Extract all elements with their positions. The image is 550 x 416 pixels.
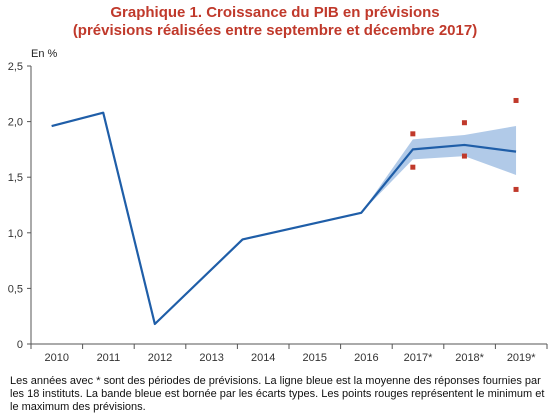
- x-tick-label: 2018*: [455, 352, 484, 364]
- mean-forecast-line: [51, 111, 517, 326]
- x-tick-label: 2010: [45, 352, 69, 364]
- x-tick-label: 2015: [303, 352, 327, 364]
- x-tick-label: 2016: [354, 352, 378, 364]
- y-tick-label: 0: [17, 339, 23, 351]
- y-tick-label: 2,0: [8, 117, 23, 129]
- min-max-point: [513, 97, 519, 103]
- x-tick-label: 2017*: [404, 352, 433, 364]
- x-tick-label: 2014: [251, 352, 275, 364]
- chart-title-line2: (prévisions réalisées entre septembre et…: [72, 22, 478, 39]
- y-tick-label: 1,0: [8, 228, 23, 240]
- chart-footnote: Les années avec * sont des périodes de p…: [10, 375, 545, 413]
- y-tick-label: 2,5: [8, 61, 23, 73]
- x-tick-label: 2012: [148, 352, 172, 364]
- min-max-point: [410, 131, 416, 137]
- chart-title-line1: Graphique 1. Croissance du PIB en prévis…: [110, 4, 440, 21]
- y-axis-unit-label: En %: [31, 48, 58, 60]
- min-max-point: [461, 153, 467, 159]
- min-max-point: [461, 120, 467, 126]
- y-tick-label: 1,5: [8, 172, 23, 184]
- y-tick-label: 0,5: [8, 283, 23, 295]
- chart-title: Graphique 1. Croissance du PIB en prévis…: [0, 4, 550, 40]
- x-tick-label: 2019*: [507, 352, 536, 364]
- x-tick-label: 2013: [199, 352, 223, 364]
- x-tick-label: 2011: [97, 352, 121, 364]
- min-max-point: [513, 186, 519, 192]
- std-dev-band: [361, 126, 517, 213]
- min-max-point: [410, 164, 416, 170]
